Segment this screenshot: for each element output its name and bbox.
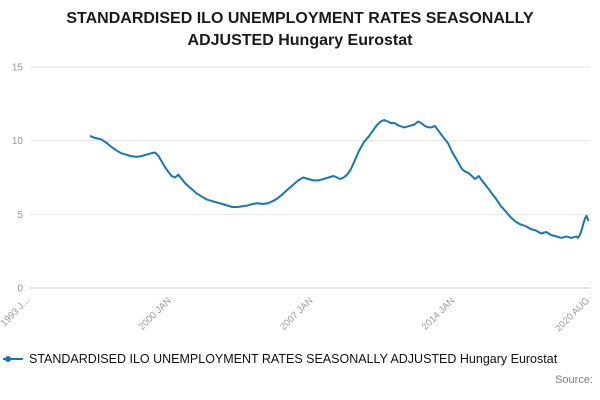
- legend-label: STANDARDISED ILO UNEMPLOYMENT RATES SEAS…: [29, 352, 558, 366]
- x-axis-tick-label: 1993 J...: [0, 296, 32, 330]
- y-axis-tick-label: 10: [12, 136, 24, 147]
- legend-item[interactable]: STANDARDISED ILO UNEMPLOYMENT RATES SEAS…: [0, 352, 600, 366]
- data-line: [89, 119, 590, 240]
- x-axis-tick-label: 2007 JAN: [278, 295, 315, 332]
- y-axis-tick-label: 0: [17, 284, 23, 295]
- y-axis-tick-label: 15: [12, 63, 24, 74]
- x-axis-tick-label: 2014 JAN: [420, 295, 457, 332]
- line-chart: 0 5 10 15 1993 J... 2000 JAN 2007 JAN 2014 JAN 2…: [0, 63, 592, 335]
- x-axis-tick-label: 2000 JAN: [137, 295, 174, 332]
- legend-line-marker: [3, 356, 23, 362]
- source-label: Source:: [555, 374, 593, 386]
- x-axis-tick-label: 2020 AUG: [553, 296, 592, 335]
- y-axis-tick-label: 5: [17, 210, 23, 221]
- chart-title: STANDARDISED ILO UNEMPLOYMENT RATES SEAS…: [66, 10, 534, 49]
